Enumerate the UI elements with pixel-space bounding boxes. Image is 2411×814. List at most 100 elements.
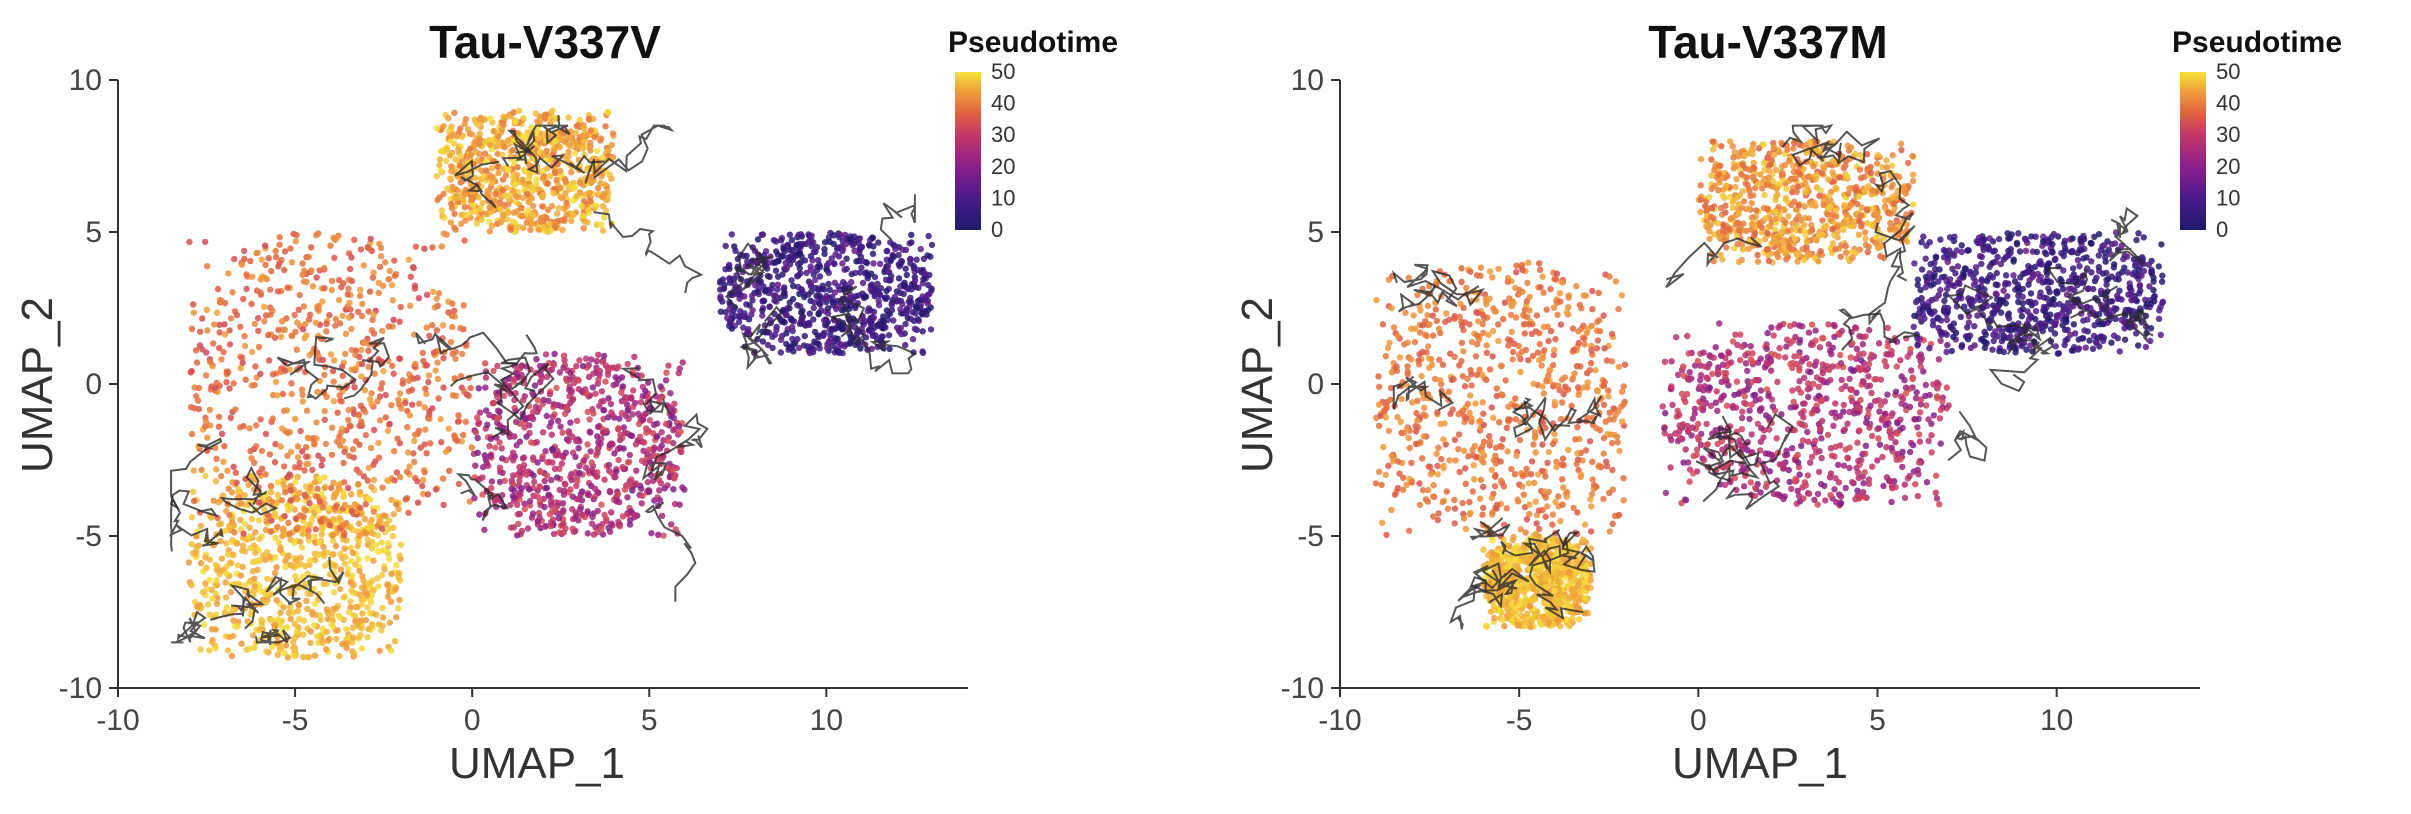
cell-point (381, 566, 388, 573)
cell-point (257, 370, 264, 378)
cell-point (328, 277, 336, 285)
cell-point (206, 406, 213, 413)
cell-point (1452, 457, 1459, 464)
cell-point (874, 322, 881, 329)
cell-point (230, 522, 237, 530)
cell-point (284, 429, 291, 437)
cell-point (251, 644, 258, 651)
cell-point (341, 545, 348, 552)
cell-point (347, 598, 354, 605)
cell-point (254, 314, 262, 322)
cell-point (252, 549, 259, 557)
cell-point (615, 456, 622, 464)
cell-point (434, 196, 441, 203)
cell-point (663, 369, 670, 376)
cell-point (1464, 400, 1472, 408)
cell-point (1555, 617, 1562, 624)
cell-point (579, 212, 586, 220)
cell-point (385, 323, 392, 330)
x-tick-label: -10 (96, 704, 139, 737)
cell-point (243, 271, 250, 278)
cell-point (841, 343, 848, 350)
cell-point (617, 431, 624, 439)
cell-point (771, 297, 778, 304)
cell-point (459, 431, 467, 439)
cell-point (825, 259, 832, 267)
cell-point (359, 610, 366, 617)
cell-point (868, 270, 875, 277)
cell-point (323, 393, 330, 400)
cell-point (909, 336, 917, 343)
cell-point (542, 351, 550, 358)
cell-point (611, 474, 618, 481)
cell-point (290, 638, 297, 646)
cell-point (555, 515, 562, 522)
cell-point (440, 355, 447, 362)
legend-tick-label: 30 (991, 122, 1015, 147)
cell-point (268, 267, 275, 275)
cell-point (447, 338, 455, 346)
cell-point (864, 308, 871, 315)
cell-point (504, 209, 512, 216)
cell-point (212, 561, 219, 569)
cell-point (203, 306, 210, 313)
cell-point (279, 390, 287, 398)
cell-point (911, 325, 919, 332)
cell-point (332, 542, 340, 550)
cell-point (330, 398, 338, 405)
cell-point (492, 444, 499, 451)
cell-point (265, 357, 273, 364)
cell-point (294, 319, 301, 326)
cell-point (583, 355, 590, 362)
cell-point (586, 416, 593, 423)
cell-point (370, 557, 377, 564)
cell-point (213, 455, 220, 463)
cell-point (599, 193, 606, 200)
cell-point (572, 129, 580, 137)
cell-point (1513, 269, 1520, 276)
cell-point (241, 548, 249, 555)
cell-point (283, 624, 291, 631)
cell-point (762, 287, 770, 294)
cell-point (928, 241, 936, 249)
cell-point (462, 418, 470, 425)
cell-point (312, 526, 319, 533)
cell-point (608, 141, 615, 149)
cell-point (562, 481, 569, 488)
cell-point (603, 515, 610, 522)
cell-point (284, 452, 291, 459)
cell-point (1557, 599, 1564, 607)
cell-point (632, 480, 640, 487)
cell-point (921, 270, 928, 277)
cell-point (860, 321, 868, 328)
cell-point (337, 550, 344, 558)
cell-point (748, 292, 756, 300)
cell-point (208, 626, 216, 633)
cell-point (274, 615, 282, 623)
cell-point (848, 278, 855, 286)
cell-point (773, 248, 780, 255)
cell-point (224, 369, 232, 376)
cell-point (902, 341, 909, 349)
cell-point (388, 496, 395, 503)
cell-point (726, 275, 733, 282)
cell-point (474, 414, 481, 421)
cell-point (313, 633, 321, 640)
cell-point (315, 639, 322, 646)
cell-point (597, 137, 604, 144)
cell-point (214, 595, 221, 602)
cell-point (329, 537, 337, 544)
cell-point (638, 457, 646, 464)
cell-point (600, 352, 608, 360)
cell-point (1388, 506, 1395, 514)
cell-point (788, 277, 795, 284)
cell-point (232, 406, 239, 413)
cell-point (618, 410, 626, 417)
cell-point (347, 604, 354, 611)
cell-point (275, 326, 282, 334)
cell-point (301, 580, 309, 588)
cell-point (307, 244, 315, 251)
cell-point (365, 347, 372, 354)
cell-point (595, 351, 602, 358)
cell-point (271, 510, 279, 517)
